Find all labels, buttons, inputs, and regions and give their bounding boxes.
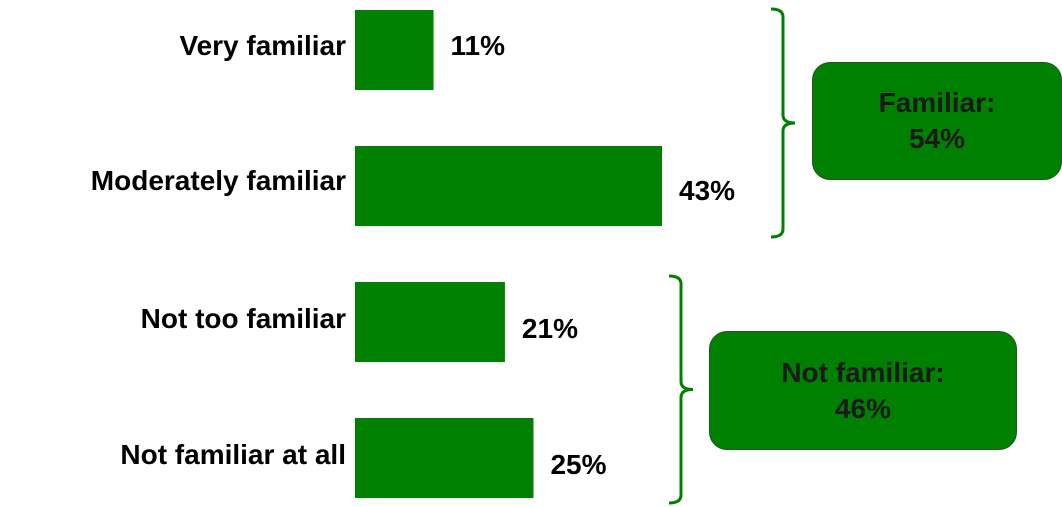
value-label-very-familiar: 11% [451, 30, 506, 61]
category-label-not-familiar-at-all: Not familiar at all [120, 439, 346, 470]
bar-not-too-familiar [355, 282, 505, 362]
not-familiar-summary-box: Not familiar: 46% [709, 331, 1017, 450]
familiar-group-bracket [770, 7, 796, 239]
category-label-not-too-familiar: Not too familiar [141, 303, 346, 334]
category-label-very-familiar: Very familiar [179, 30, 346, 61]
not-familiar-summary-value: 46% [834, 392, 892, 424]
bar-very-familiar [355, 10, 434, 90]
not-familiar-summary-label: Not familiar: [781, 356, 945, 388]
familiar-summary-value: 54% [908, 123, 966, 154]
not-familiar-group-bracket [668, 274, 694, 505]
bar-not-familiar-at-all [355, 418, 534, 498]
value-label-moderately-familiar: 43% [679, 175, 735, 206]
familiar-summary-box: Familiar: 54% [812, 62, 1062, 180]
value-label-not-familiar-at-all: 25% [550, 449, 606, 480]
bar-moderately-familiar [355, 146, 662, 226]
value-label-not-too-familiar: 21% [522, 313, 578, 344]
category-label-moderately-familiar: Moderately familiar [91, 165, 346, 196]
familiar-summary-label: Familiar: [878, 87, 996, 118]
